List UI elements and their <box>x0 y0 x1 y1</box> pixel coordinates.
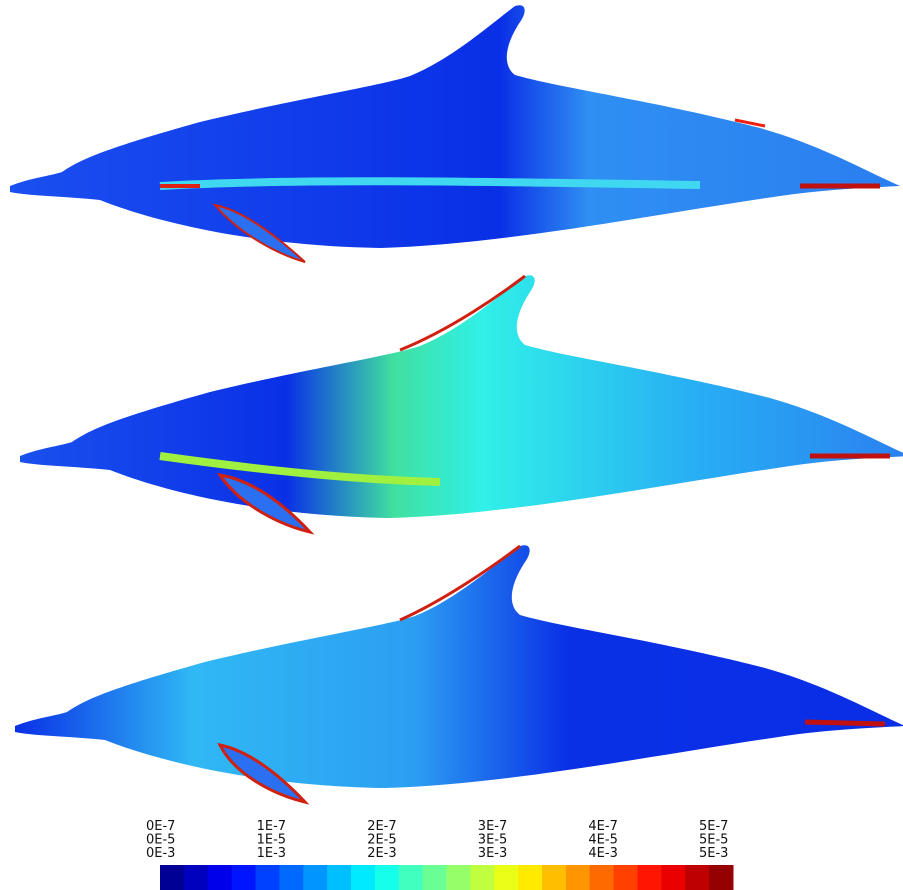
dolphin-bottom <box>15 545 903 802</box>
colorbar-label: 3E-3 <box>478 846 507 861</box>
colorbar-swatch <box>208 865 232 890</box>
colorbar-swatch <box>351 865 375 890</box>
colorbar-swatch <box>709 865 733 890</box>
colorbar-swatch <box>614 865 638 890</box>
colorbar-swatch <box>518 865 542 890</box>
colorbar-swatch <box>399 865 423 890</box>
colorbar-swatch <box>566 865 590 890</box>
colorbar-swatch <box>685 865 709 890</box>
colorbar-swatch <box>256 865 280 890</box>
colorbar-swatch <box>470 865 494 890</box>
colorbar-swatch <box>423 865 447 890</box>
colorbar-swatch <box>279 865 303 890</box>
colorbar-swatch <box>184 865 208 890</box>
colorbar-swatch <box>160 865 184 890</box>
colorbar-swatch <box>590 865 614 890</box>
dolphin-middle <box>20 275 903 532</box>
colorbar-swatch <box>542 865 566 890</box>
colorbar-swatch <box>447 865 471 890</box>
colorbar-swatch <box>661 865 685 890</box>
colorbar-swatch <box>375 865 399 890</box>
colorbar-swatch <box>638 865 662 890</box>
colorbar-swatch <box>303 865 327 890</box>
colorbar-swatch <box>494 865 518 890</box>
colorbar-swatch <box>232 865 256 890</box>
colorbar-label: 2E-3 <box>367 846 396 861</box>
colorbar-label: 5E-3 <box>699 846 728 861</box>
colorbar-label: 1E-3 <box>257 846 286 861</box>
figure: 0E-70E-50E-31E-71E-51E-32E-72E-52E-33E-7… <box>0 0 903 890</box>
colorbar-label: 4E-3 <box>588 846 617 861</box>
dolphin-top <box>10 5 900 262</box>
colorbar-label: 0E-3 <box>146 846 175 861</box>
colorbar-swatch <box>327 865 351 890</box>
colorbar: 0E-70E-50E-31E-71E-51E-32E-72E-52E-33E-7… <box>146 819 734 890</box>
